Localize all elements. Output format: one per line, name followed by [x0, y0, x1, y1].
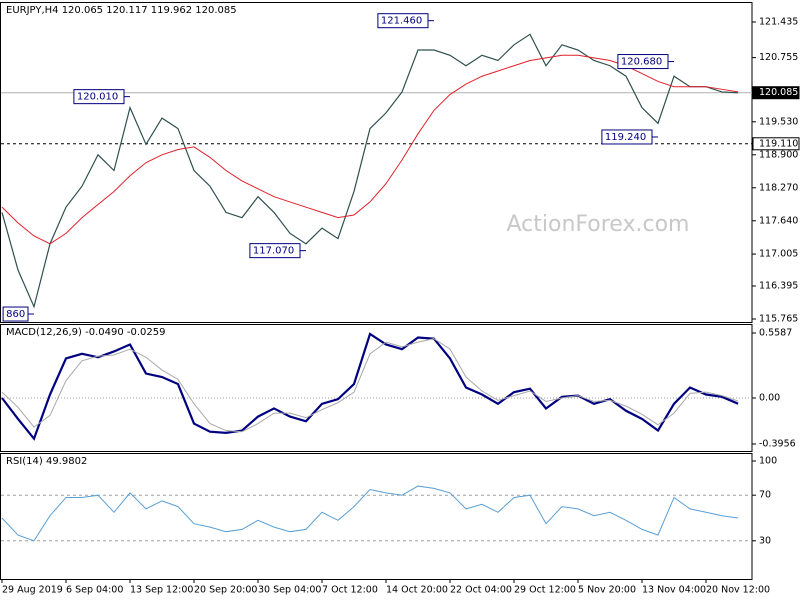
y-tick-label: 117.640 — [759, 215, 798, 226]
x-tick-label: 30 Sep 04:00 — [258, 585, 321, 596]
y-tick-label: 117.005 — [759, 249, 798, 260]
y-tick-label: 118.900 — [759, 149, 798, 160]
panel-title: EURJPY,H4 120.065 120.117 119.962 120.08… — [6, 5, 237, 16]
annotation-label: 119.240 — [605, 132, 646, 143]
y-tick-label: 119.530 — [759, 116, 798, 127]
x-tick-label: 22 Oct 04:00 — [450, 585, 512, 596]
y-tick-label: -0.3956 — [759, 439, 796, 450]
panel-frame — [0, 324, 753, 452]
x-tick-label: 14 Oct 20:00 — [386, 585, 448, 596]
x-tick-label: 20 Sep 20:00 — [194, 585, 257, 596]
annotation-box — [601, 129, 653, 145]
y-tick-label: 115.765 — [759, 314, 798, 325]
x-tick-label: 6 Sep 04:00 — [66, 585, 123, 596]
y-tick-label: 70 — [759, 490, 771, 501]
x-tick-label: 29 Oct 12:00 — [514, 585, 576, 596]
series-line — [1, 338, 739, 433]
series-line — [1, 332, 739, 441]
y-tick-label: 121.435 — [759, 17, 798, 28]
series-line — [1, 54, 739, 245]
annotation-box — [249, 243, 301, 259]
panel-title: MACD(12,26,9) -0.0490 -0.0259 — [6, 327, 166, 338]
annotation-box — [617, 54, 669, 70]
annotation-label: 860 — [6, 309, 25, 320]
level-box — [752, 86, 800, 100]
level-box — [752, 137, 800, 151]
y-tick-label: 100 — [759, 456, 777, 467]
x-tick-label: 5 Nov 20:00 — [578, 585, 636, 596]
series-line — [1, 33, 739, 309]
annotation-label: 120.680 — [621, 57, 662, 68]
y-tick-label: 0.5587 — [759, 328, 792, 339]
level-label: 120.085 — [759, 87, 798, 98]
x-tick-label: 13 Sep 12:00 — [130, 585, 193, 596]
panel-frame — [0, 2, 753, 323]
panel-title: RSI(14) 49.9802 — [6, 456, 87, 467]
y-tick-label: 118.270 — [759, 182, 798, 193]
x-tick-label: 20 Nov 12:00 — [706, 585, 770, 596]
annotation-label: 120.010 — [77, 92, 118, 103]
y-tick-label: 120.755 — [759, 52, 798, 63]
x-tick-label: 7 Oct 12:00 — [322, 585, 378, 596]
watermark: ActionForex.com — [507, 212, 690, 237]
annotation-label: 121.460 — [381, 16, 422, 27]
y-tick-label: 116.395 — [759, 281, 798, 292]
level-label: 119.110 — [759, 138, 798, 149]
y-tick-label: 30 — [759, 535, 771, 546]
annotation-box — [2, 306, 29, 322]
annotation-box — [73, 89, 125, 105]
annotation-label: 117.070 — [253, 246, 294, 257]
series-line — [1, 485, 739, 542]
y-tick-label: 0.00 — [759, 392, 780, 403]
x-tick-label: 13 Nov 04:00 — [642, 585, 706, 596]
panel-frame — [0, 453, 753, 580]
x-tick-label: 29 Aug 2019 — [2, 585, 63, 596]
annotation-box — [377, 13, 429, 29]
